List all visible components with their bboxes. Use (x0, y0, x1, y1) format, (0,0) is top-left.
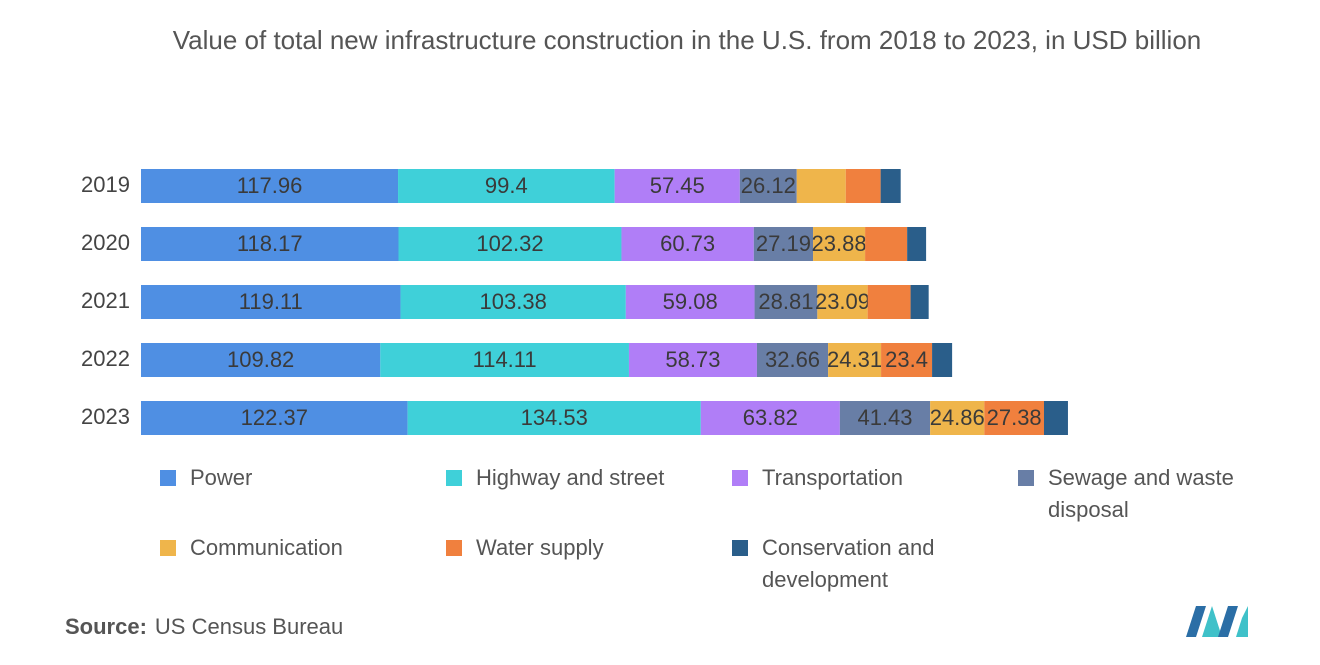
data-label: 41.43 (857, 405, 912, 430)
data-label: 24.31 (827, 347, 882, 372)
legend-swatch (732, 540, 748, 556)
legend-swatch (732, 470, 748, 486)
data-label: 27.38 (987, 405, 1042, 430)
source-text: US Census Bureau (154, 614, 344, 639)
bar-segment (141, 343, 381, 377)
bar-segment (907, 227, 927, 261)
bar-segment (141, 169, 399, 203)
source: Source: US Census Bureau (65, 614, 343, 640)
bar-segment (796, 169, 846, 203)
legend-label: Sewage and waste disposal (1048, 465, 1234, 522)
y-tick-label: 2023 (81, 404, 130, 429)
data-label: 23.4 (885, 347, 928, 372)
legend-item: Power (160, 462, 446, 526)
data-label: 109.82 (227, 347, 294, 372)
bar-segment (880, 169, 901, 203)
bar-segment (141, 285, 401, 319)
bar-segment (756, 343, 829, 377)
data-label: 27.19 (756, 231, 811, 256)
data-label: 59.08 (663, 289, 718, 314)
y-tick-label: 2021 (81, 288, 130, 313)
plot-area: 2019 117.96 99.4 57.45 26.12 2020 118.17 102.32… (81, 169, 1068, 435)
bar-segment (930, 401, 985, 435)
data-label: 122.37 (241, 405, 308, 430)
bar-segment (380, 343, 629, 377)
legend-item: Transportation (732, 462, 1018, 526)
bar-segment (398, 169, 615, 203)
data-label: 58.73 (665, 347, 720, 372)
data-label: 134.53 (521, 405, 588, 430)
data-label: 32.66 (765, 347, 820, 372)
data-label: 57.45 (650, 173, 705, 198)
data-label: 26.12 (741, 173, 796, 198)
bar-segment (400, 285, 626, 319)
y-tick-label: 2022 (81, 346, 130, 371)
bar-segment (628, 343, 757, 377)
bar-segment (398, 227, 622, 261)
legend-label: Transportation (762, 465, 904, 490)
bar-segment (739, 169, 797, 203)
logo (1186, 606, 1248, 637)
bar-segment (407, 401, 701, 435)
legend-item: Water supply (446, 532, 732, 596)
legend-swatch (160, 540, 176, 556)
data-label: 102.32 (476, 231, 543, 256)
bar-segment (845, 169, 881, 203)
legend-label: Power (190, 465, 253, 490)
data-label: 118.17 (237, 231, 303, 256)
source-label: Source: (65, 614, 147, 639)
bar-segment (910, 285, 929, 319)
data-label: 103.38 (480, 289, 547, 314)
legend-swatch (446, 470, 462, 486)
y-tick-label: 2020 (81, 230, 130, 255)
legend-label: Highway and street (476, 465, 665, 490)
bar-segment (700, 401, 840, 435)
bar-segment (754, 285, 818, 319)
legend-label: Conservation and development (762, 535, 935, 592)
bar-segment (813, 227, 866, 261)
bar-segment (625, 285, 755, 319)
data-label: 114.11 (473, 347, 537, 372)
data-label: 24.86 (930, 405, 985, 430)
bar-segment (1043, 401, 1068, 435)
chart-title: Value of total new infrastructure constr… (172, 25, 1202, 55)
data-label: 99.4 (485, 173, 528, 198)
data-label: 63.82 (743, 405, 798, 430)
legend-label: Communication (190, 535, 343, 560)
bar-segment (932, 343, 953, 377)
legend-swatch (1018, 470, 1034, 486)
bar-segment (839, 401, 931, 435)
y-tick-label: 2019 (81, 172, 130, 197)
bar-segment (614, 169, 740, 203)
bar-segment (753, 227, 814, 261)
bar-segment (881, 343, 933, 377)
legend-swatch (446, 540, 462, 556)
data-label: 28.81 (758, 289, 813, 314)
bar-segment (828, 343, 882, 377)
data-label: 117.96 (237, 173, 303, 198)
bar-segment (865, 227, 908, 261)
legend-swatch (160, 470, 176, 486)
legend-item: Communication (160, 532, 446, 596)
legend-item: Highway and street (446, 462, 732, 526)
legend: Power Highway and street Transportation Sew… (160, 462, 1310, 602)
bar-segment (984, 401, 1044, 435)
legend-label: Water supply (476, 535, 604, 560)
bar-segment (141, 401, 408, 435)
bar-segment (621, 227, 754, 261)
bar-segment (141, 227, 399, 261)
data-label: 23.09 (815, 289, 870, 314)
data-label: 23.88 (812, 231, 867, 256)
legend-item: Conservation and development (732, 532, 1018, 596)
bar-segment (817, 285, 868, 319)
data-label: 119.11 (239, 289, 303, 314)
legend-item: Sewage and waste disposal (1018, 462, 1304, 526)
data-label: 60.73 (660, 231, 715, 256)
bar-segment (867, 285, 911, 319)
